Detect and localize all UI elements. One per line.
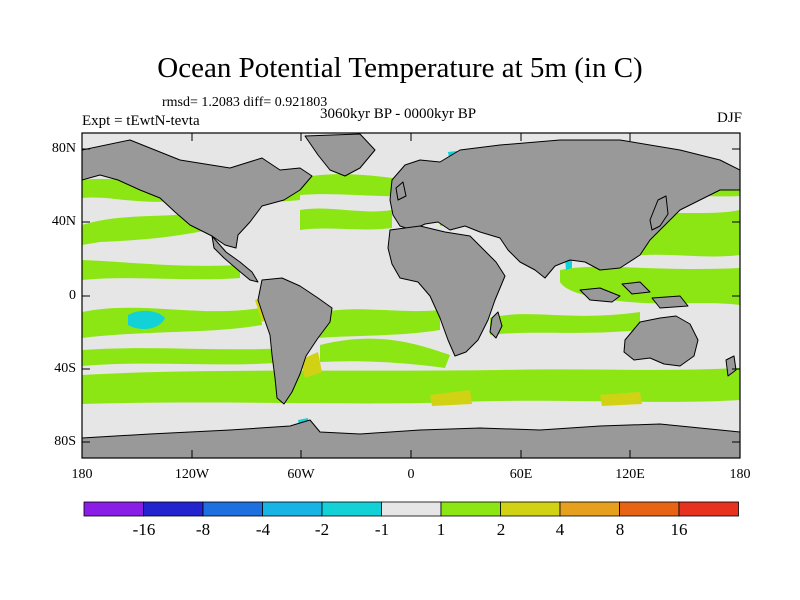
colorbar-label: -16 bbox=[132, 520, 156, 539]
stats-label: rmsd= 1.2083 diff= 0.921803 bbox=[162, 95, 328, 110]
lon-tick-label: 60E bbox=[509, 467, 533, 482]
colorbar-swatch bbox=[202, 501, 263, 517]
australia bbox=[623, 315, 699, 367]
colorbar-swatch bbox=[559, 501, 620, 517]
colorbar-label: 1 bbox=[436, 520, 446, 539]
africa bbox=[387, 225, 506, 357]
colorbar-swatch bbox=[143, 501, 204, 517]
colorbar bbox=[83, 501, 739, 517]
season-label: DJF bbox=[716, 110, 742, 126]
colorbar-swatch bbox=[321, 501, 382, 517]
colorbar-label: 2 bbox=[496, 520, 506, 539]
lat-tick-label: 40N bbox=[51, 214, 76, 229]
land-masses bbox=[82, 133, 740, 458]
new-zealand bbox=[725, 355, 737, 377]
indonesia bbox=[579, 287, 621, 303]
colorbar-swatch bbox=[262, 501, 323, 517]
colorbar-swatch bbox=[83, 501, 144, 517]
colorbar-label: 16 bbox=[670, 520, 688, 539]
colorbar-swatch bbox=[619, 501, 680, 517]
lon-tick-label: 0 bbox=[407, 467, 415, 482]
lon-tick-label: 180 bbox=[729, 467, 751, 482]
experiment-label: Expt = tEwtN-tevta bbox=[82, 113, 200, 129]
lat-tick-label: 40S bbox=[54, 361, 76, 376]
lat-tick-label: 80S bbox=[54, 434, 76, 449]
colorbar-label: -1 bbox=[374, 520, 390, 539]
colorbar-swatch bbox=[500, 501, 561, 517]
lat-tick-label: 0 bbox=[69, 288, 76, 303]
colorbar-label: -2 bbox=[314, 520, 330, 539]
colorbar-label: -8 bbox=[195, 520, 211, 539]
axis-ticks bbox=[81, 133, 741, 458]
madagascar bbox=[489, 311, 503, 339]
lon-tick-label: 60W bbox=[287, 467, 315, 482]
colorbar-label: 4 bbox=[555, 520, 565, 539]
lon-tick-label: 120E bbox=[615, 467, 645, 482]
colorbar-label: -4 bbox=[255, 520, 271, 539]
central-america bbox=[211, 235, 259, 283]
lon-tick-label: 180 bbox=[71, 467, 93, 482]
colorbar-swatch bbox=[678, 501, 739, 517]
japan bbox=[649, 195, 669, 231]
eurasia bbox=[389, 139, 740, 279]
lat-tick-label: 80N bbox=[51, 141, 76, 156]
antarctica bbox=[82, 419, 740, 458]
british-isles bbox=[395, 181, 407, 201]
map-title: Ocean Potential Temperature at 5m (in C) bbox=[157, 52, 643, 84]
south-america bbox=[257, 277, 333, 405]
greenland bbox=[304, 133, 376, 177]
lon-tick-label: 120W bbox=[174, 467, 210, 482]
period-label: 3060kyr BP - 0000kyr BP bbox=[320, 106, 477, 122]
colorbar-swatch bbox=[381, 501, 442, 517]
map-area bbox=[82, 133, 740, 458]
north-america bbox=[82, 139, 313, 249]
colorbar-label: 8 bbox=[615, 520, 625, 539]
colorbar-swatch bbox=[440, 501, 501, 517]
